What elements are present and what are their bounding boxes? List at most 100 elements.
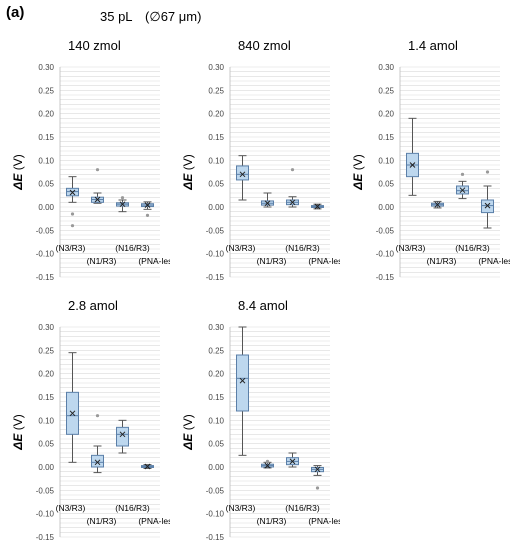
mean-marker	[119, 431, 126, 438]
outlier-point	[265, 459, 270, 463]
y-tick-label: 0.15	[208, 133, 224, 142]
y-tick-label: 0.20	[38, 110, 54, 119]
chart-title: 840 zmol	[238, 38, 291, 53]
chart-title: 2.8 amol	[68, 298, 118, 313]
x-category-label: (N16/R3)	[285, 243, 320, 253]
box-iqr	[236, 165, 249, 181]
y-tick-label: 0.05	[38, 440, 54, 449]
y-tick-label: 0.15	[378, 133, 394, 142]
box-iqr	[236, 354, 249, 412]
mean-marker	[434, 201, 441, 208]
x-category-label: (N1/R3)	[87, 256, 117, 266]
mean-marker	[289, 199, 296, 206]
mean-marker	[144, 463, 151, 470]
x-category-label: (N3/R3)	[226, 243, 256, 253]
y-tick-label: 0.00	[208, 203, 224, 212]
x-category-label: (N16/R3)	[285, 503, 320, 513]
x-category-label: (N3/R3)	[56, 503, 86, 513]
box-n1r3	[261, 192, 274, 208]
box-n16r3	[286, 168, 299, 208]
x-category-label: (N3/R3)	[226, 503, 256, 513]
mean-marker	[459, 187, 466, 194]
chart-title: 8.4 amol	[238, 298, 288, 313]
y-tick-label: 0.25	[378, 86, 394, 95]
outlier-point	[70, 224, 75, 228]
outlier-point	[145, 213, 150, 217]
y-tick-label: 0.25	[38, 86, 54, 95]
y-tick-label: -0.05	[36, 226, 55, 235]
box-iqr	[91, 454, 104, 468]
y-tick-label: 0.25	[38, 346, 54, 355]
y-tick-label: 0.05	[208, 180, 224, 189]
y-tick-label: -0.10	[376, 250, 395, 259]
y-tick-label: -0.10	[206, 510, 225, 519]
y-tick-label: -0.05	[206, 486, 225, 495]
box-n1r3	[431, 200, 444, 209]
y-tick-label: 0.25	[208, 86, 224, 95]
box-n3r3	[406, 117, 419, 196]
y-tick-label: 0.15	[208, 393, 224, 402]
box-n3r3	[66, 176, 79, 228]
outlier-point	[290, 168, 295, 172]
y-tick-label: 0.10	[208, 156, 224, 165]
mean-marker	[239, 377, 246, 384]
y-tick-label: -0.05	[36, 486, 55, 495]
box-chart-840-zmol: 840 zmol 0.30 0.25 0.20 0.15 0.10 0.05 0.00 -0.0…	[181, 38, 340, 282]
y-axis-label: ΔE (V)	[11, 414, 25, 450]
y-tick-label: 0.20	[208, 370, 224, 379]
outlier-point	[120, 196, 125, 200]
y-tick-label: 0.30	[378, 63, 394, 72]
y-tick-label: -0.15	[376, 273, 395, 282]
x-category-label: (PNA-less/R3)	[478, 256, 510, 266]
y-tick-label: 0.30	[38, 63, 54, 72]
mean-marker	[314, 466, 321, 473]
y-tick-label: -0.15	[36, 273, 55, 282]
box-pna-lessr3	[311, 465, 324, 490]
y-tick-label: 0.30	[208, 323, 224, 332]
box-pna-lessr3	[481, 170, 494, 229]
x-category-label: (PNA-less/R3)	[138, 256, 170, 266]
outlier-point	[485, 170, 490, 174]
box-iqr	[116, 426, 129, 447]
y-tick-label: 0.15	[38, 133, 54, 142]
y-tick-label: 0.00	[38, 203, 54, 212]
y-tick-label: 0.30	[208, 63, 224, 72]
box-chart-140-zmol: 140 zmol 0.30 0.25 0.20 0.15 0.10 0.05 0.00 -0.0…	[11, 38, 170, 282]
outlier-point	[460, 172, 465, 176]
x-category-label: (N16/R3)	[455, 243, 490, 253]
x-category-label: (N16/R3)	[115, 243, 150, 253]
y-tick-label: 0.25	[208, 346, 224, 355]
mean-marker	[314, 203, 321, 210]
mean-marker	[69, 410, 76, 417]
box-chart-8-4-amol: 8.4 amol 0.30 0.25 0.20 0.15 0.10 0.05 0.00 -0.0…	[181, 298, 340, 542]
y-tick-label: 0.05	[378, 180, 394, 189]
box-n16r3	[286, 452, 299, 468]
box-n1r3	[91, 414, 104, 474]
outlier-point	[95, 414, 100, 418]
y-tick-label: 0.10	[208, 416, 224, 425]
box-n16r3	[456, 172, 469, 200]
y-axis-label: ΔE (V)	[181, 414, 195, 450]
figure-header: 35 pL (∅67 μm)	[100, 9, 202, 24]
mean-marker	[94, 459, 101, 466]
mean-marker	[264, 200, 271, 207]
y-tick-label: 0.05	[208, 440, 224, 449]
box-n3r3	[236, 155, 249, 201]
y-tick-label: -0.05	[206, 226, 225, 235]
x-category-label: (N1/R3)	[87, 516, 117, 526]
y-tick-label: 0.10	[378, 156, 394, 165]
box-chart-1-4-amol: 1.4 amol 0.30 0.25 0.20 0.15 0.10 0.05 0.00 -0.0…	[351, 38, 510, 282]
mean-marker	[239, 171, 246, 178]
y-tick-label: 0.00	[208, 463, 224, 472]
box-n16r3	[116, 196, 129, 213]
mean-marker	[119, 201, 126, 208]
y-tick-label: 0.30	[38, 323, 54, 332]
x-category-label: (N1/R3)	[257, 516, 287, 526]
y-tick-label: -0.15	[36, 533, 55, 542]
y-tick-label: -0.10	[206, 250, 225, 259]
box-n1r3	[91, 168, 104, 204]
y-tick-label: 0.20	[378, 110, 394, 119]
mean-marker	[409, 162, 416, 168]
y-tick-label: 0.10	[38, 156, 54, 165]
y-tick-label: 0.20	[38, 370, 54, 379]
